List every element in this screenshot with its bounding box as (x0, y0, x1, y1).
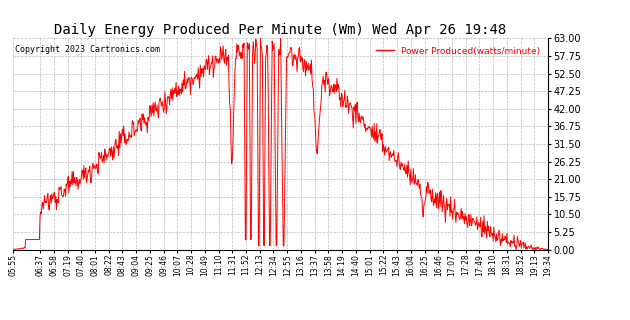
Title: Daily Energy Produced Per Minute (Wm) Wed Apr 26 19:48: Daily Energy Produced Per Minute (Wm) We… (54, 23, 507, 37)
Text: Copyright 2023 Cartronics.com: Copyright 2023 Cartronics.com (15, 45, 160, 54)
Legend: Power Produced(watts/minute): Power Produced(watts/minute) (372, 43, 544, 59)
